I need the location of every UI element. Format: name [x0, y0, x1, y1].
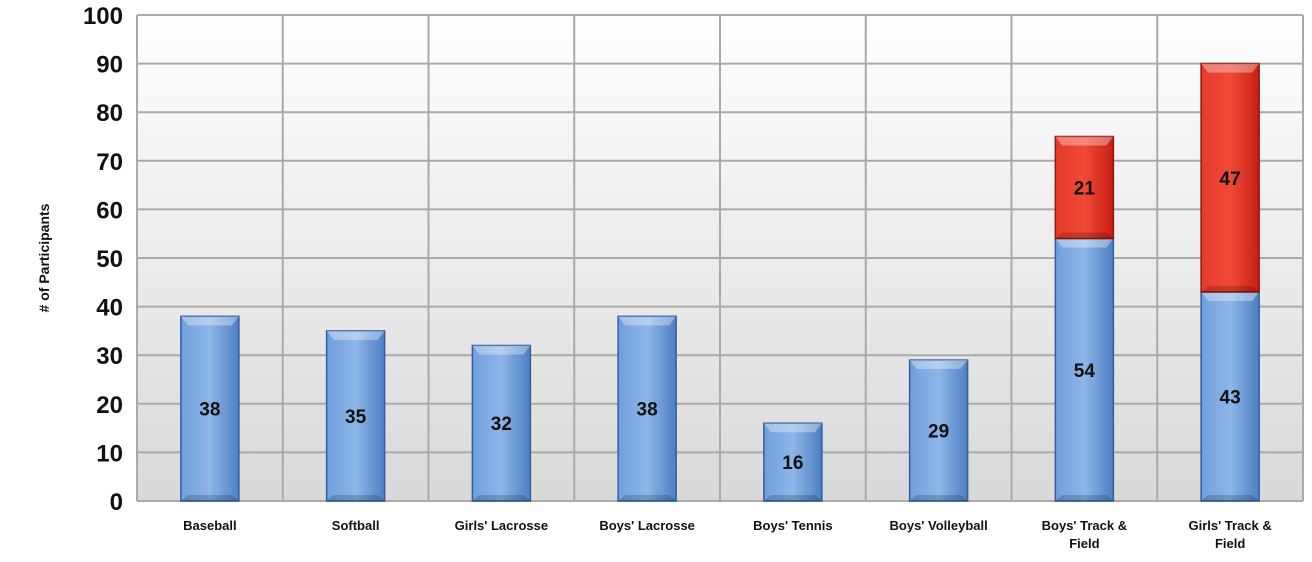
data-label: 16 — [782, 453, 803, 474]
bar-bevel-bottom — [1201, 495, 1260, 501]
x-axis-ticks: Baseball Softball Girls' Lacrosse Boys' Lac… — [183, 518, 1272, 551]
x-tick-label: Girls' Lacrosse — [455, 518, 548, 533]
y-tick-label: 90 — [96, 52, 123, 79]
bar-bevel-top — [618, 316, 677, 326]
bar-segment-blue — [1200, 291, 1260, 502]
bar-bevel-bottom — [180, 495, 239, 501]
bar-bevel-top — [1201, 63, 1260, 73]
x-tick-label: Boys' Volleyball — [890, 518, 988, 533]
bar-bevel-top — [326, 330, 385, 340]
y-tick-label: 0 — [110, 489, 123, 516]
bar-bevel-bottom — [472, 495, 531, 501]
x-tick-label: Girls' Track & Field — [1188, 518, 1271, 551]
x-tick-label: Boys' Track & Field — [1042, 518, 1127, 551]
bar-bevel-top — [763, 423, 822, 433]
bar-bevel-top — [180, 316, 239, 326]
x-tick-label: Baseball — [183, 518, 236, 533]
data-labels: 38 35 32 38 16 29 54 21 43 47 — [199, 169, 1240, 474]
bar-segment-blue — [180, 315, 240, 502]
data-label: 38 — [637, 400, 658, 421]
data-label: 32 — [491, 414, 512, 435]
bar-segment-red — [1200, 62, 1260, 293]
bar-bevel-top — [1055, 136, 1114, 146]
bar-segment-blue — [617, 315, 677, 502]
bar-segment-blue — [1054, 237, 1115, 502]
y-tick-label: 40 — [96, 295, 123, 322]
bar-bevel-bottom — [1201, 286, 1260, 293]
bar-bevel-top — [1055, 238, 1114, 248]
y-tick-label: 20 — [96, 392, 123, 419]
y-tick-label: 30 — [96, 343, 123, 370]
x-tick-label: Boys' Tennis — [753, 518, 832, 533]
data-label: 29 — [928, 422, 949, 443]
bar-bevel-bottom — [1055, 495, 1114, 501]
y-tick-label: 70 — [96, 149, 123, 176]
bar-bevel-bottom — [763, 495, 822, 501]
bar-bevel-bottom — [618, 495, 677, 501]
bar-bevel-top — [472, 345, 531, 355]
bar-bevel-bottom — [909, 495, 968, 501]
y-axis-ticks: 0 10 20 30 40 50 60 70 80 90 100 — [83, 3, 123, 516]
data-label: 21 — [1074, 179, 1096, 200]
bar-bevel-top — [1201, 292, 1260, 302]
y-tick-label: 50 — [96, 246, 123, 273]
y-tick-label: 100 — [83, 3, 123, 30]
bar-segment-blue — [763, 422, 823, 502]
bars — [180, 62, 1260, 502]
bar-bevel-bottom — [326, 495, 385, 501]
y-tick-label: 80 — [96, 100, 123, 127]
y-tick-label: 10 — [96, 440, 123, 467]
bar-segment-blue — [325, 330, 386, 502]
x-tick-label: Softball — [332, 518, 380, 533]
data-label: 47 — [1220, 169, 1241, 190]
bar-segment-blue — [908, 359, 969, 502]
bar-bevel-bottom — [1055, 232, 1114, 239]
data-label: 35 — [345, 407, 367, 428]
data-label: 38 — [199, 400, 220, 421]
data-label: 43 — [1220, 388, 1241, 409]
y-tick-label: 60 — [96, 197, 123, 224]
data-label: 54 — [1074, 361, 1096, 382]
bar-bevel-top — [909, 360, 968, 370]
x-tick-label: Boys' Lacrosse — [599, 518, 695, 533]
y-axis-label: # of Participants — [36, 203, 52, 312]
bar-segment-red — [1054, 135, 1115, 240]
bar-segment-blue — [471, 344, 532, 502]
